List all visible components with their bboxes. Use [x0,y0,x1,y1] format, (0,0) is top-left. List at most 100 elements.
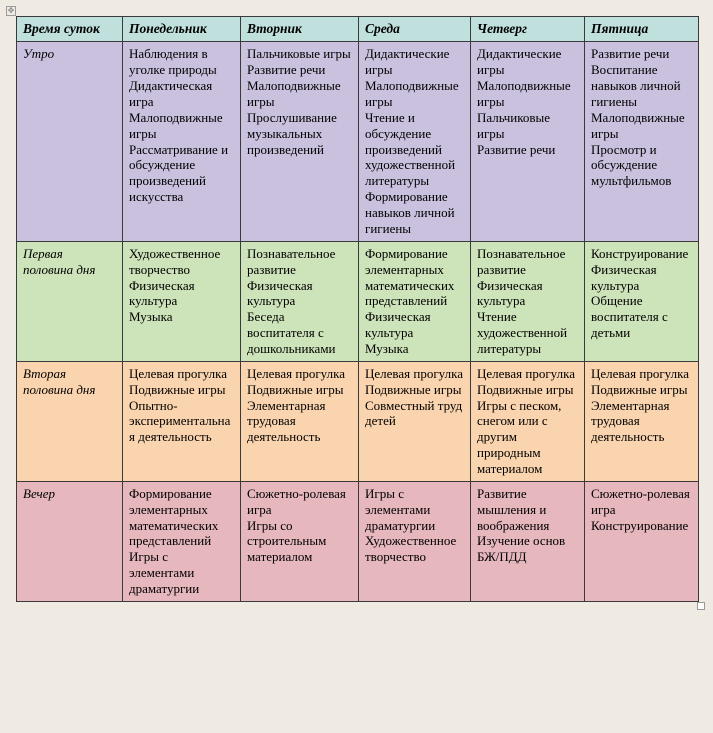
table-cell: Развитие мышления и воображенияИзучение … [471,481,585,601]
activity-text: Малоподвижные игры [365,78,464,110]
activity-text: Целевая прогулка [129,366,234,382]
activity-text: Изучение основ БЖ/ПДД [477,533,578,565]
row-label: Вечер [17,481,123,601]
activity-text: Совместный труд детей [365,398,464,430]
activity-text: Рассматривание и обсуждение произведений… [129,142,234,205]
table-cell: Целевая прогулкаПодвижные игрыЭлементарн… [241,361,359,481]
activity-text: Чтение художественной литературы [477,309,578,357]
activity-text: Просмотр и обсуждение мультфильмов [591,142,692,190]
table-body: УтроНаблюдения в уголке природыДидактиче… [17,42,699,601]
table-move-handle-icon[interactable]: ✥ [6,6,16,16]
activity-text: Дидактические игры [365,46,464,78]
activity-text: Наблюдения в уголке природы [129,46,234,78]
activity-text: Воспитание навыков личной гигиены [591,62,692,110]
row-label: Утро [17,42,123,241]
activity-text: Целевая прогулка [477,366,578,382]
activity-text: Дидактические игры [477,46,578,78]
activity-text: Дидактическая игра [129,78,234,110]
table-cell: Познавательное развитиеФизическая культу… [471,241,585,361]
row-label: Вторая половина дня [17,361,123,481]
table-cell: Пальчиковые игрыРазвитие речиМалоподвижн… [241,42,359,241]
table-cell: Художественное творчествоФизическая куль… [123,241,241,361]
activity-text: Подвижные игры [365,382,464,398]
column-header: Понедельник [123,17,241,42]
activity-text: Развитие мышления и воображения [477,486,578,534]
activity-text: Пальчиковые игры [477,110,578,142]
table-cell: Сюжетно-ролевая играИгры со строительным… [241,481,359,601]
activity-text: Подвижные игры [477,382,578,398]
table-cell: Наблюдения в уголке природыДидактическая… [123,42,241,241]
activity-text: Малоподвижные игры [129,110,234,142]
activity-text: Целевая прогулка [247,366,352,382]
table-cell: Целевая прогулкаПодвижные игрыОпытно-экс… [123,361,241,481]
activity-text: Физическая культура [247,278,352,310]
activity-text: Игры со строительным материалом [247,518,352,566]
activity-text: Общение воспитателя с детьми [591,293,692,341]
activity-text: Физическая культура [129,278,234,310]
activity-text: Физическая культура [591,262,692,294]
activity-text: Формирование элементарных математических… [365,246,464,309]
activity-text: Физическая культура [477,278,578,310]
table-cell: Развитие речиВоспитание навыков личной г… [585,42,699,241]
activity-text: Игры с элементами драматургии [365,486,464,534]
column-header: Четверг [471,17,585,42]
activity-text: Физическая культура [365,309,464,341]
activity-text: Целевая прогулка [591,366,692,382]
activity-text: Подвижные игры [129,382,234,398]
activity-text: Сюжетно-ролевая игра [247,486,352,518]
activity-text: Малоподвижные игры [591,110,692,142]
activity-text: Развитие речи [477,142,578,158]
table-cell: КонструированиеФизическая культураОбщени… [585,241,699,361]
activity-text: Малоподвижные игры [247,78,352,110]
activity-text: Художественное творчество [365,533,464,565]
table-header: Время сутокПонедельникВторникСредаЧетвер… [17,17,699,42]
table-row: Вторая половина дняЦелевая прогулкаПодви… [17,361,699,481]
activity-text: Подвижные игры [247,382,352,398]
activity-text: Развитие речи [591,46,692,62]
table-cell: Целевая прогулкаПодвижные игрыСовместный… [359,361,471,481]
table-cell: Целевая прогулкаПодвижные игрыЭлементарн… [585,361,699,481]
schedule-table: Время сутокПонедельникВторникСредаЧетвер… [16,16,699,602]
activity-text: Музыка [129,309,234,325]
activity-text: Опытно-экспериментальная деятельность [129,398,234,446]
activity-text: Сюжетно-ролевая игра [591,486,692,518]
activity-text: Художественное творчество [129,246,234,278]
table-cell: Дидактические игрыМалоподвижные игрыПаль… [471,42,585,241]
activity-text: Малоподвижные игры [477,78,578,110]
activity-text: Беседа воспитателя с дошкольниками [247,309,352,357]
table-cell: Игры с элементами драматургииХудожествен… [359,481,471,601]
table-cell: Познавательное развитиеФизическая культу… [241,241,359,361]
table-row: УтроНаблюдения в уголке природыДидактиче… [17,42,699,241]
activity-text: Формирование навыков личной гигиены [365,189,464,237]
activity-text: Прослушивание музыкальных произведений [247,110,352,158]
column-header: Вторник [241,17,359,42]
activity-text: Игры с песком, снегом или с другим приро… [477,398,578,477]
activity-text: Пальчиковые игры [247,46,352,62]
activity-text: Подвижные игры [591,382,692,398]
activity-text: Формирование элементарных математических… [129,486,234,549]
activity-text: Конструирование [591,518,692,534]
table-row: Первая половина дняХудожественное творче… [17,241,699,361]
activity-text: Познавательное развитие [247,246,352,278]
activity-text: Элементарная трудовая деятельность [247,398,352,446]
activity-text: Конструирование [591,246,692,262]
activity-text: Познавательное развитие [477,246,578,278]
table-cell: Формирование элементарных математических… [123,481,241,601]
column-header: Среда [359,17,471,42]
row-label: Первая половина дня [17,241,123,361]
table-cell: Формирование элементарных математических… [359,241,471,361]
table-row: ВечерФормирование элементарных математич… [17,481,699,601]
activity-text: Развитие речи [247,62,352,78]
activity-text: Целевая прогулка [365,366,464,382]
activity-text: Элементарная трудовая деятельность [591,398,692,446]
table-cell: Целевая прогулкаПодвижные игрыИгры с пес… [471,361,585,481]
table-cell: Сюжетно-ролевая играКонструирование [585,481,699,601]
activity-text: Игры с элементами драматургии [129,549,234,597]
activity-text: Чтение и обсуждение произведений художес… [365,110,464,189]
column-header: Пятница [585,17,699,42]
activity-text: Музыка [365,341,464,357]
table-resize-handle-icon[interactable] [697,602,705,610]
column-header: Время суток [17,17,123,42]
table-cell: Дидактические игрыМалоподвижные игрыЧтен… [359,42,471,241]
schedule-table-container: ✥ Время сутокПонедельникВторникСредаЧетв… [16,16,697,602]
